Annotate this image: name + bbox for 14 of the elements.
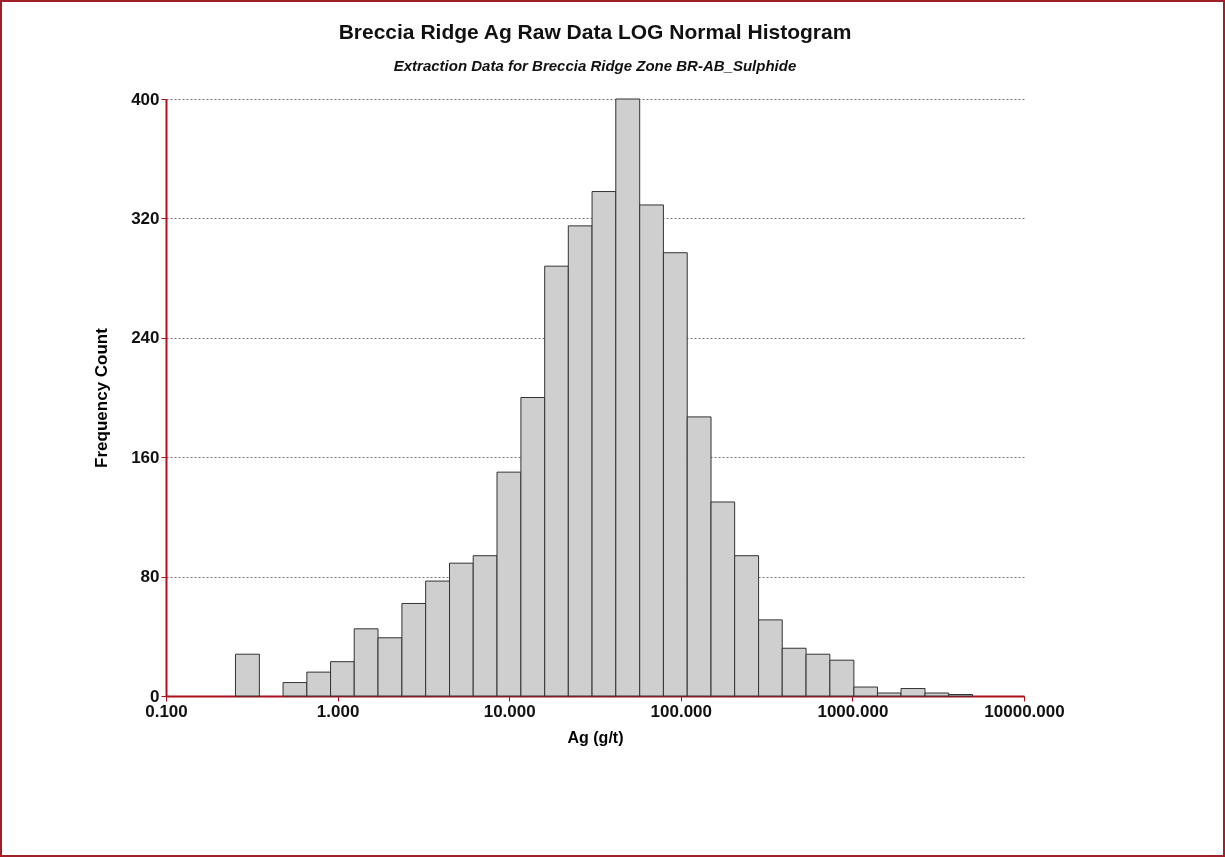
- x-tick-label: 10000.000: [984, 701, 1065, 721]
- chart-subtitle: Extraction Data for Breccia Ridge Zone BR-AB_Sulphide: [393, 57, 797, 74]
- y-axis-title: Frequency Count: [92, 327, 112, 468]
- x-axis-title: Ag (g/t): [567, 728, 624, 746]
- y-tick-label: 320: [131, 208, 160, 228]
- x-tick-label: 1.000: [316, 701, 360, 721]
- x-tick-label: 100.000: [650, 701, 713, 721]
- x-tick-label: 10.000: [483, 701, 536, 721]
- x-tick-label: 1000.000: [817, 701, 889, 721]
- y-tick-label: 400: [131, 89, 160, 109]
- y-tick-label: 160: [131, 447, 160, 467]
- chart-title: Breccia Ridge Ag Raw Data LOG Normal Histogram: [338, 20, 852, 43]
- y-tick-label: 80: [140, 567, 160, 587]
- y-tick-label: 240: [131, 328, 160, 348]
